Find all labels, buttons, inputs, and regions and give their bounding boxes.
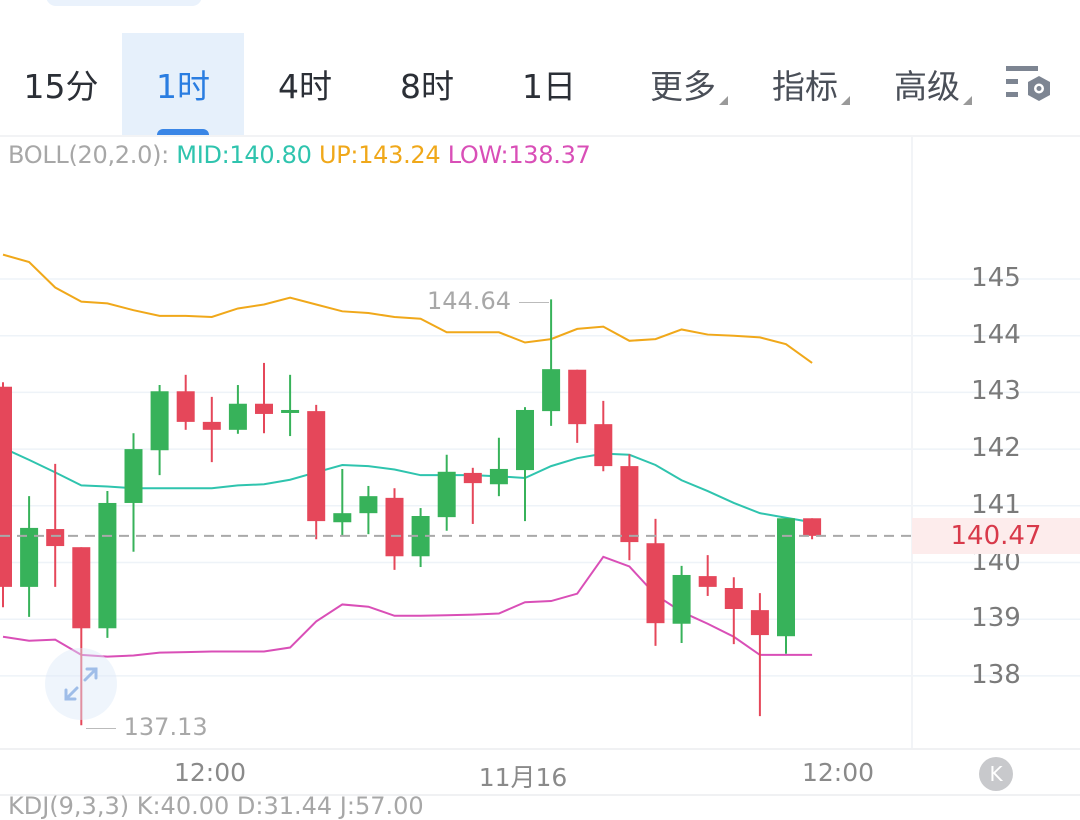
tab-label: 8时 — [400, 67, 454, 106]
candle-body — [0, 386, 12, 587]
chart-settings-button[interactable] — [1004, 64, 1056, 106]
tab-more-dropdown[interactable]: 更多 — [622, 33, 744, 135]
candle-body — [750, 610, 769, 636]
top-pill-tab[interactable] — [46, 0, 202, 6]
candle-body — [777, 518, 795, 637]
current-price-value: 140.47 — [950, 521, 1042, 551]
candle-body — [98, 502, 117, 629]
time-label: 12:00 — [173, 758, 247, 787]
timeframe-tabs: 15分 1时 4时 8时 1日 更多 指标 高级 — [0, 33, 1080, 135]
price-tick-label: 139 — [971, 603, 1021, 634]
candle-body — [150, 391, 169, 451]
tab-label: 1时 — [156, 67, 210, 106]
header-divider — [0, 135, 1080, 137]
chart-settings-icon — [1006, 66, 1050, 101]
price-tick-label: 141 — [971, 489, 1021, 520]
boll-up: UP:143.24 — [318, 141, 441, 169]
candle-body — [20, 527, 39, 587]
candle-body — [672, 574, 691, 624]
candle-body — [646, 543, 665, 624]
candle-body — [698, 576, 717, 587]
boll-low-line — [2, 555, 813, 658]
low-price-value: 137.13 — [123, 713, 208, 741]
candle-body — [176, 391, 195, 422]
tab-8h[interactable]: 8时 — [366, 33, 488, 135]
time-label: 11月16 — [478, 763, 568, 792]
dropdown-triangle-icon — [841, 96, 850, 105]
high-price-marker: 144.64 — [427, 287, 549, 315]
current-price-tag: 140.47 — [912, 518, 1080, 554]
candle-body — [568, 369, 587, 425]
candle-body — [46, 529, 65, 547]
boll-legend: BOLL(20,2.0): MID:140.80 UP:143.24 LOW:1… — [8, 141, 591, 169]
expand-chart-button[interactable] — [45, 648, 117, 720]
price-tick-label: 145 — [971, 263, 1021, 293]
tab-1h[interactable]: 1时 — [122, 33, 244, 135]
tab-advanced-dropdown[interactable]: 高级 — [866, 33, 988, 135]
boll-mid: MID:140.80 — [176, 141, 312, 169]
marker-line — [86, 727, 116, 729]
candle-body — [281, 409, 300, 413]
candle-body — [202, 421, 221, 430]
high-price-value: 144.64 — [427, 287, 511, 315]
tab-label: 高级 — [894, 67, 960, 106]
kdj-legend: KDJ(9,3,3) K:40.00 D:31.44 J:57.00 — [8, 792, 424, 820]
low-price-marker: 137.13 — [86, 713, 208, 741]
dropdown-triangle-icon — [719, 96, 728, 105]
candlestick-chart[interactable] — [0, 137, 1080, 748]
tab-indicators-dropdown[interactable]: 指标 — [744, 33, 866, 135]
k-icon: K — [989, 762, 1003, 786]
candle-body — [124, 449, 143, 503]
candle-body — [72, 547, 91, 629]
price-tick-label: 142 — [971, 433, 1021, 464]
candle-body — [437, 471, 456, 518]
candle-body — [255, 403, 273, 414]
tab-label: 15分 — [23, 67, 99, 106]
tab-label: 指标 — [772, 67, 838, 106]
candle-body — [333, 513, 352, 523]
candle-body — [489, 468, 508, 485]
boll-name: BOLL(20,2.0): — [8, 141, 169, 169]
candle-body — [516, 409, 534, 471]
time-axis: 12:00 11月16 12:00 — [0, 748, 1080, 796]
candle-body — [620, 466, 639, 543]
tab-1d[interactable]: 1日 — [488, 33, 610, 135]
candle-body — [307, 411, 326, 522]
tab-label: 更多 — [650, 67, 716, 106]
time-label: 12:00 — [801, 758, 875, 787]
candle-body — [463, 472, 482, 484]
price-tick-label: 138 — [971, 659, 1021, 690]
candle-body — [724, 588, 743, 609]
candle-body — [228, 403, 247, 430]
dropdown-triangle-icon — [963, 96, 972, 105]
axis-separator — [911, 137, 913, 748]
candle-body — [542, 369, 561, 412]
boll-up-line — [2, 253, 813, 364]
scroll-to-latest-button[interactable]: K — [979, 757, 1013, 791]
boll-mid-line — [2, 447, 813, 524]
expand-arrows-icon — [64, 667, 98, 701]
price-tick-label: 144 — [971, 319, 1021, 350]
tab-15min[interactable]: 15分 — [0, 33, 122, 135]
boll-low: LOW:138.37 — [447, 141, 591, 169]
candle-body — [803, 518, 822, 536]
tab-label: 4时 — [278, 67, 332, 106]
price-tick-label: 143 — [971, 376, 1021, 407]
candle-body — [359, 496, 378, 514]
active-tab-indicator — [157, 129, 209, 135]
marker-line — [518, 301, 549, 303]
tab-4h[interactable]: 4时 — [244, 33, 366, 135]
candle-body — [385, 497, 404, 557]
candle-body — [411, 516, 430, 557]
tab-label: 1日 — [522, 67, 576, 106]
candle-body — [594, 424, 613, 467]
